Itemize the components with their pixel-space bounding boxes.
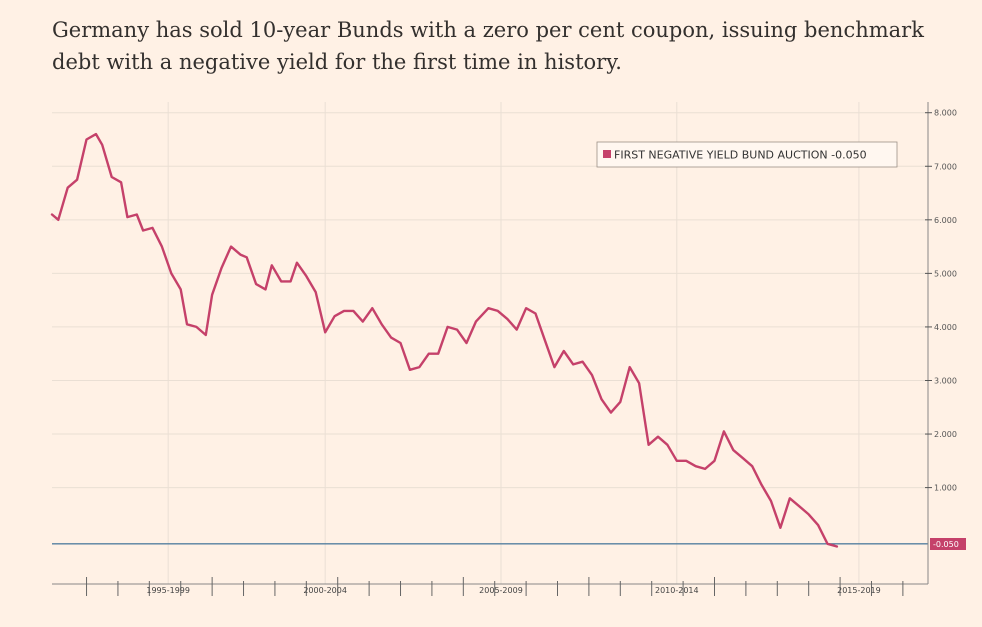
x-tick-label: 2000-2004 bbox=[303, 586, 347, 595]
last-value-badge bbox=[930, 538, 966, 550]
x-tick-label: 2005-2009 bbox=[479, 586, 523, 595]
series-line bbox=[50, 132, 839, 548]
y-tick-label: 1.000 bbox=[934, 484, 957, 493]
y-tick-label: 5.000 bbox=[934, 269, 957, 278]
y-tick-label: 6.000 bbox=[934, 216, 957, 225]
headline: Germany has sold 10-year Bunds with a ze… bbox=[52, 18, 924, 74]
x-tick-label: 2010-2014 bbox=[655, 586, 699, 595]
bottom-axis: 1995-1999 2000-2004 2005-2009 2010-2014 2015… bbox=[52, 577, 928, 596]
plot-area bbox=[52, 102, 928, 584]
y-tick-label: 8.000 bbox=[934, 109, 957, 118]
legend-swatch bbox=[603, 150, 611, 158]
y-tick-label: 4.000 bbox=[934, 323, 957, 332]
y-tick-label: 7.000 bbox=[934, 162, 957, 171]
series-group bbox=[50, 132, 839, 548]
y-tick-label: 2.000 bbox=[934, 430, 957, 439]
right-axis: 8.000 7.000 6.000 5.000 4.000 3.000 2.000 1.000 bbox=[925, 102, 957, 584]
y-tick-label: 3.000 bbox=[934, 376, 957, 385]
x-tick-label: 1995-1999 bbox=[146, 586, 190, 595]
x-tick-label: 2015-2019 bbox=[837, 586, 881, 595]
last-value-label: -0.050 bbox=[933, 540, 959, 549]
last-value-callout: -0.050 bbox=[930, 538, 966, 550]
legend: FIRST NEGATIVE YIELD BUND AUCTION -0.050 bbox=[596, 141, 898, 168]
legend-box bbox=[596, 141, 898, 168]
legend-label: FIRST NEGATIVE YIELD BUND AUCTION -0.050 bbox=[614, 149, 867, 162]
